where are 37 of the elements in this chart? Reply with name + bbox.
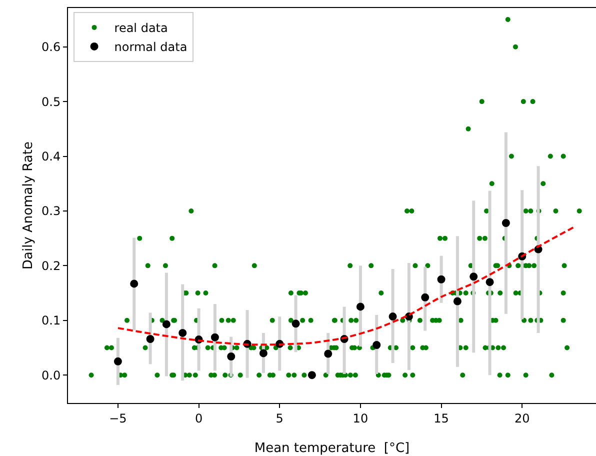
- y-tick-label: 0.5: [42, 94, 61, 109]
- point: [259, 349, 268, 358]
- point: [388, 312, 397, 321]
- y-tick-label: 0.0: [42, 368, 61, 382]
- point: [372, 341, 381, 350]
- x-tick-label: 20: [514, 411, 530, 426]
- y-tick-label: 0.6: [42, 40, 61, 54]
- y-tick-label: 0.1: [42, 314, 61, 328]
- x-tick-label: 15: [434, 411, 449, 426]
- point: [227, 352, 236, 360]
- legend-label: normal data: [114, 40, 188, 54]
- point: [178, 328, 187, 337]
- legend-label: real data: [114, 21, 168, 36]
- point: [292, 320, 300, 328]
- point: [421, 293, 430, 302]
- point: [210, 333, 219, 342]
- point: [486, 278, 494, 286]
- x-tick-label: −5: [109, 411, 127, 426]
- point: [356, 302, 364, 311]
- x-axis-title: Mean temperature [°C]: [254, 441, 410, 456]
- point: [324, 350, 332, 358]
- point: [437, 275, 446, 284]
- point: [162, 320, 170, 328]
- y-axis-title: Daily Anomaly Rate: [21, 142, 36, 270]
- point: [470, 272, 478, 281]
- point: [308, 371, 316, 380]
- x-tick-label: 0: [194, 411, 203, 426]
- y-tick-label: 0.2: [42, 258, 61, 273]
- y-tick-label: 0.3: [42, 204, 61, 218]
- x-tick-label: 10: [352, 411, 368, 426]
- point: [130, 280, 138, 288]
- point: [502, 219, 510, 228]
- point: [453, 297, 462, 306]
- point: [114, 357, 122, 366]
- y-tick-label: 0.4: [42, 149, 61, 164]
- x-tick-label: 5: [276, 411, 284, 426]
- point: [146, 334, 154, 343]
